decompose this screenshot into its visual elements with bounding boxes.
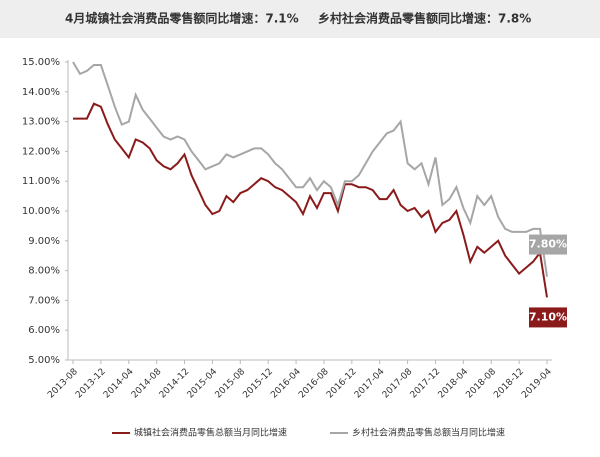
y-tick-label: 7.00% [28, 295, 60, 306]
value-label-box [529, 307, 567, 328]
legend-label: 城镇社会消费品零售总额当月同比增速 [134, 427, 287, 439]
y-tick-label: 10.00% [22, 206, 60, 217]
y-tick-label: 14.00% [22, 87, 60, 98]
y-tick-label: 11.00% [22, 176, 60, 187]
y-tick-label: 6.00% [28, 325, 60, 336]
chart-subtitle: 乡村社会消费品零售额同比增速：7.8% [318, 11, 531, 26]
value-label: 7.10% [529, 310, 567, 323]
series-line [73, 102, 548, 298]
y-tick-label: 8.00% [28, 266, 60, 277]
x-tick-label: 2019-04 [520, 367, 554, 401]
legend-label: 乡村社会消费品零售总额当月同比增速 [352, 427, 505, 439]
y-tick-label: 15.00% [22, 57, 60, 68]
y-tick-label: 13.00% [22, 117, 60, 128]
y-tick-label: 9.00% [28, 236, 60, 247]
title-banner [0, 0, 600, 38]
value-label: 7.80% [529, 238, 567, 251]
chart-title: 4月城镇社会消费品零售额同比增速：7.1% [65, 11, 299, 26]
series-line [72, 61, 548, 277]
y-tick-label: 12.00% [22, 146, 60, 157]
y-tick-label: 5.00% [28, 355, 60, 366]
value-label-box [529, 234, 567, 255]
